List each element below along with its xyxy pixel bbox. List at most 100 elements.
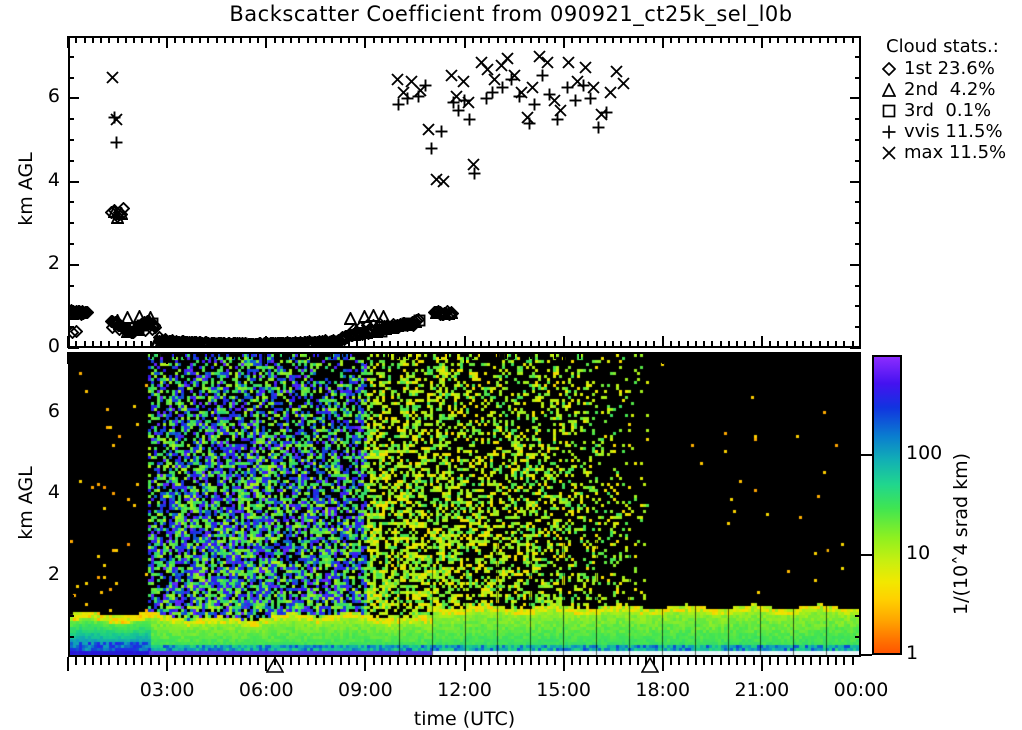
scatter-marker-plus [577,79,590,92]
axis-tick [851,657,854,665]
xtick-00:00: 00:00 [833,679,889,701]
scatter-marker-cross [106,71,120,84]
legend-item-label: 2nd 4.2% [904,79,996,100]
scatter-marker-triangle [114,207,128,220]
axis-tick [480,657,483,665]
axis-tick [504,657,507,665]
cross-icon [878,145,900,160]
legend-item-triangle: 2nd 4.2% [878,79,1006,100]
scatter-marker-plus [513,90,526,103]
axis-tick [636,657,639,665]
axis-tick [628,657,631,665]
axis-tick [744,657,747,665]
axis-tick [347,657,350,665]
legend-item-label: 3rd 0.1% [904,100,992,121]
axis-tick [199,657,202,665]
scatter-marker-cross [541,56,554,70]
scatter-marker-plus [486,86,499,99]
scatter-marker-plus [569,94,582,107]
scatter-marker-plus [584,92,597,105]
scatter-marker-diamond [70,326,80,340]
page-title: Backscatter Coefficient from 090921_ct25… [229,2,793,26]
heatmap-canvas [70,354,859,655]
scatter-plot-area [70,38,859,346]
axis-tick [529,657,532,665]
upper-ytick-6: 6 [47,85,60,108]
scatter-marker-cross [514,85,528,99]
axis-tick [364,657,367,671]
scatter-marker-cross [562,56,576,70]
xtick-18:00: 18:00 [635,679,691,701]
diamond-icon [878,61,900,76]
axis-tick [190,657,193,665]
axis-tick [207,657,210,665]
scatter-marker-plus [592,121,605,134]
axis-tick [389,657,392,665]
scatter-marker-plus [536,69,549,82]
axis-tick [694,657,697,665]
axis-tick [240,657,243,665]
colorbar-tick-label-10: 10 [906,542,931,564]
scatter-marker-cross [579,60,592,74]
axis-tick [223,657,226,665]
axis-tick [719,657,722,665]
scatter-marker-cross [610,65,623,78]
upper-y-axis-label-text: km AGL [15,152,37,226]
scatter-marker-cross [110,112,124,126]
legend-rows: 1st 23.6% 2nd 4.2% 3rd 0.1% vvis 11.5% max 1… [878,58,1006,163]
scatter-marker-cross [554,104,567,117]
axis-tick [75,657,78,665]
plus-icon [878,125,900,139]
axis-tick [372,657,375,665]
axis-tick [620,657,623,665]
scatter-marker-cross [604,85,617,99]
axis-tick [116,657,119,665]
colorbar-tick [861,454,872,456]
axis-tick [463,657,466,671]
scatter-marker-plus [528,98,541,111]
axis-tick [537,657,540,665]
sunset-marker-icon [640,656,659,677]
axis-tick [818,657,821,665]
scatter-marker-cross [521,110,534,124]
axis-tick [124,657,127,665]
axis-tick [686,657,689,665]
axis-tick [265,657,268,671]
colorbar-tick [861,554,872,556]
axis-tick [83,657,86,665]
scatter-marker-cross [526,81,539,95]
axis-tick [67,657,69,671]
axis-tick [215,657,218,665]
upper-ytick-2: 2 [47,251,60,274]
axis-tick [256,657,259,665]
triangle-icon [878,82,900,97]
axis-tick [91,657,94,665]
colorbar-tick-label-1: 1 [906,642,919,664]
axis-tick [323,657,326,665]
axis-tick [802,657,805,665]
axis-tick [554,657,557,665]
scatter-marker-diamond [80,305,94,319]
axis-tick [174,657,177,665]
scatter-marker-triangle [111,211,125,225]
axis-tick [149,657,152,665]
axis-tick [339,657,342,665]
axis-tick [579,657,582,665]
axis-tick [290,657,293,665]
scatter-marker-triangle [121,311,135,324]
axis-tick [670,657,672,665]
axis-tick [306,657,309,665]
scatter-marker-plus [435,125,448,138]
scatter-marker-cross [481,63,495,76]
axis-tick [587,657,590,665]
axis-tick [653,657,656,665]
colorbar-tick-label-100: 100 [906,442,943,464]
backscatter-heatmap-panel [68,352,861,657]
axis-tick [157,657,160,665]
axis-tick [133,657,136,665]
xtick-06:00: 06:00 [238,679,294,701]
axis-tick [793,657,796,665]
scatter-marker-cross [414,83,427,97]
axis-tick [835,657,838,665]
